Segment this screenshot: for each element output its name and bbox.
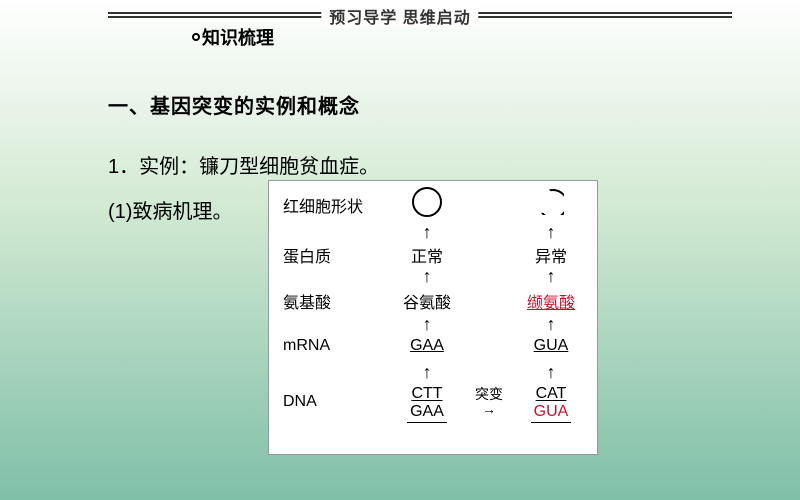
mutation-label: 突变 [475, 387, 503, 402]
protein-abnormal: 异常 [505, 243, 597, 267]
arrow-up-icon: ↑ [381, 267, 473, 285]
dna-abnormal: CAT GUA [505, 385, 597, 423]
knowledge-bullet: 知识梳理 [192, 24, 274, 50]
dna-normal-top: CTT [411, 385, 442, 403]
arrow-up-icon: ↑ [381, 223, 473, 241]
dna-abnormal-bot: GUA [531, 403, 572, 422]
row-protein-label: 蛋白质 [269, 243, 381, 267]
row-amino-label: 氨基酸 [269, 289, 381, 313]
arrow-up-icon: ↑ [505, 315, 597, 333]
abnormal-cell-shape [505, 189, 597, 220]
amino-abnormal: 缬氨酸 [505, 289, 597, 313]
mutation-arrow: 突变 → [469, 387, 509, 418]
row-mrna-label: mRNA [269, 337, 381, 355]
protein-normal: 正常 [381, 243, 473, 267]
crescent-icon [538, 189, 564, 215]
arrow-right-icon: → [482, 402, 496, 417]
arrow-up-icon: ↑ [505, 363, 597, 381]
dna-normal: CTT GAA [381, 385, 473, 423]
arrow-up-icon: ↑ [505, 223, 597, 241]
row-dna-label: DNA [269, 385, 381, 411]
arrow-up-icon: ↑ [381, 315, 473, 333]
bullet-label: 知识梳理 [202, 24, 274, 50]
mrna-abnormal: GUA [505, 337, 597, 355]
bullet-icon [192, 33, 200, 41]
section-title: 一、基因突变的实例和概念 [108, 90, 360, 119]
row-shape-label: 红细胞形状 [269, 193, 381, 217]
normal-cell-shape [381, 187, 473, 222]
dna-abnormal-top: CAT [536, 385, 567, 403]
mechanism-line: (1)致病机理。 [108, 195, 232, 224]
header-title: 预习导学 思维启动 [323, 4, 476, 28]
mechanism-diagram: 红细胞形状 ↑ ↑ 蛋白质 正常 异常 ↑ ↑ 氨基酸 谷氨酸 缬氨酸 ↑ ↑ … [268, 180, 598, 455]
arrow-up-icon: ↑ [505, 267, 597, 285]
amino-normal: 谷氨酸 [381, 289, 473, 313]
arrow-up-icon: ↑ [381, 363, 473, 381]
dna-normal-bot: GAA [407, 403, 447, 422]
circle-icon [412, 187, 442, 217]
mrna-normal: GAA [381, 337, 473, 355]
example-line: 1．实例：镰刀型细胞贫血症。 [108, 150, 379, 179]
